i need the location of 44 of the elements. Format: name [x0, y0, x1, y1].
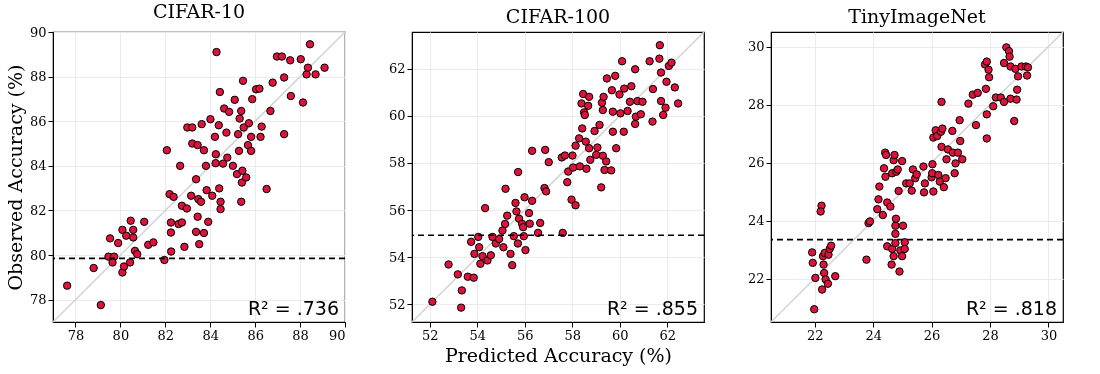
y-tick-label: 88 — [29, 69, 47, 85]
annotation: R² = .855 — [606, 297, 698, 319]
x-tick-label: 62 — [659, 327, 676, 343]
chart-title: TinyImageNet — [848, 5, 987, 28]
x-tick-label: 26 — [923, 327, 941, 343]
y-tick-label: 78 — [29, 292, 47, 308]
y-tick-label: 86 — [29, 113, 47, 129]
y-tick-label: 22 — [747, 271, 765, 286]
y-tick-label: 82 — [29, 202, 47, 218]
x-tick-label: 90 — [328, 327, 346, 343]
y-tick-label: 84 — [29, 158, 47, 174]
annotation: R² = .736 — [247, 297, 339, 319]
annotation: R² = .818 — [965, 297, 1057, 319]
x-tick-label: 84 — [202, 327, 219, 343]
x-tick-label: 30 — [1040, 327, 1058, 343]
y-axis-title: Observed Accuracy (%) — [3, 64, 26, 291]
y-tick-label: 58 — [388, 155, 406, 171]
y-tick-label: 54 — [388, 249, 406, 265]
y-tick-label: 80 — [29, 247, 47, 263]
y-tick-label: 56 — [388, 202, 406, 218]
x-tick-label: 58 — [564, 327, 582, 343]
x-tick-label: 88 — [292, 327, 309, 343]
y-tick-label: 90 — [29, 24, 47, 40]
x-tick-label: 24 — [865, 327, 882, 343]
chart-title: CIFAR-100 — [505, 5, 611, 28]
y-tick-label: 28 — [747, 97, 765, 112]
x-tick-label: 52 — [422, 327, 439, 343]
x-tick-label: 82 — [157, 327, 175, 343]
x-tick-label: 86 — [247, 327, 264, 343]
x-axis-title: Predicted Accuracy (%) — [444, 343, 673, 366]
y-tick-label: 60 — [388, 108, 406, 124]
x-tick-label: 28 — [982, 327, 999, 343]
y-tick-label: 24 — [747, 213, 765, 228]
x-tick-label: 22 — [807, 327, 824, 343]
x-tick-label: 54 — [469, 327, 487, 343]
x-tick-label: 56 — [516, 327, 534, 343]
y-tick-label: 52 — [388, 296, 406, 312]
chart-title: CIFAR-10 — [152, 0, 246, 22]
x-tick-label: 80 — [112, 327, 130, 343]
y-tick-label: 30 — [747, 39, 765, 54]
x-tick-label: 78 — [67, 327, 85, 343]
y-tick-label: 62 — [388, 61, 406, 77]
y-tick-label: 26 — [747, 155, 765, 170]
x-tick-label: 60 — [611, 327, 629, 343]
